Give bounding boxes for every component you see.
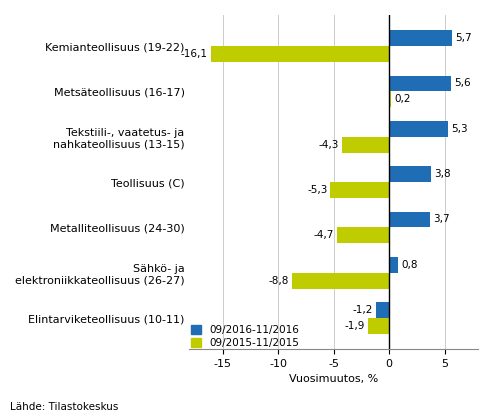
Text: 5,6: 5,6 xyxy=(454,79,471,89)
Bar xyxy=(389,30,453,46)
Bar xyxy=(389,92,391,107)
Text: -16,1: -16,1 xyxy=(181,49,208,59)
Text: 3,8: 3,8 xyxy=(434,169,451,179)
Text: Lähde: Tilastokeskus: Lähde: Tilastokeskus xyxy=(10,402,118,412)
Text: 0,8: 0,8 xyxy=(401,260,418,270)
Text: 5,7: 5,7 xyxy=(455,33,472,43)
Bar xyxy=(389,121,448,137)
Text: -1,2: -1,2 xyxy=(353,305,373,315)
X-axis label: Vuosimuutos, %: Vuosimuutos, % xyxy=(289,374,378,384)
Text: -4,3: -4,3 xyxy=(318,140,339,150)
Bar xyxy=(368,318,389,334)
Legend: 09/2016-11/2016, 09/2015-11/2015: 09/2016-11/2016, 09/2015-11/2015 xyxy=(187,321,304,352)
Bar xyxy=(389,211,430,228)
Text: -1,9: -1,9 xyxy=(345,321,365,331)
Text: -5,3: -5,3 xyxy=(307,185,328,195)
Text: 5,3: 5,3 xyxy=(451,124,467,134)
Bar xyxy=(211,46,389,62)
Bar xyxy=(389,76,452,92)
Text: 3,7: 3,7 xyxy=(433,214,450,225)
Bar xyxy=(376,302,389,318)
Bar xyxy=(389,166,431,182)
Bar xyxy=(291,273,389,289)
Text: -4,7: -4,7 xyxy=(314,230,334,240)
Bar xyxy=(337,228,389,243)
Bar xyxy=(330,182,389,198)
Bar xyxy=(389,257,398,273)
Bar xyxy=(342,137,389,153)
Text: -8,8: -8,8 xyxy=(268,276,289,286)
Text: 0,2: 0,2 xyxy=(394,94,411,104)
